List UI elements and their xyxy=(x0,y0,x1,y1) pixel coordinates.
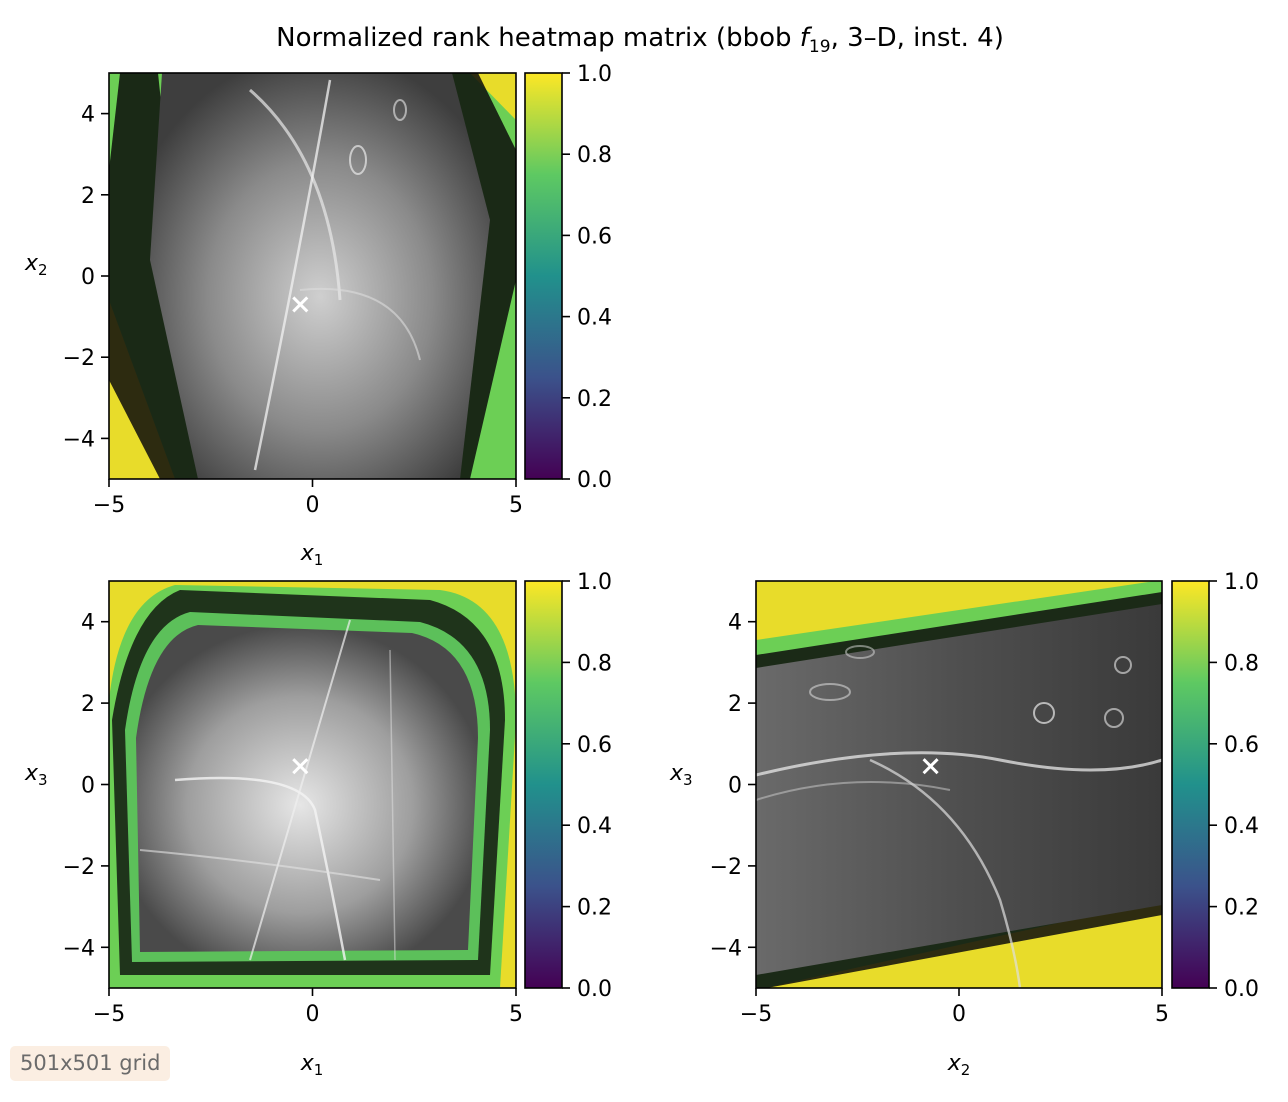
y-tick-label: −4 xyxy=(63,427,95,452)
x-tick-label: 5 xyxy=(509,493,523,518)
y-tick-label: −2 xyxy=(710,855,742,880)
x-tick-label: 0 xyxy=(952,1002,966,1027)
x-tick-label: 5 xyxy=(509,1002,523,1027)
x-tick-label: −5 xyxy=(93,493,125,518)
colorbar-ticks: 0.0 0.2 0.4 0.6 0.8 1.0 xyxy=(562,570,612,1002)
title-pre: Normalized rank heatmap matrix (bbob xyxy=(276,23,800,53)
y-tick-label: −4 xyxy=(710,936,742,961)
x-tick-label: −5 xyxy=(93,1002,125,1027)
panel-x2-x3: −5 0 5 −4 −2 0 2 4 x2 x3 0.0 0.2 0.4 0.6 0.8 1.0 xyxy=(669,570,1259,1079)
x-tick-label: 5 xyxy=(1155,1002,1169,1027)
colorbar xyxy=(524,72,563,480)
x-ticks: −5 0 5 xyxy=(740,988,1169,1027)
title-post: , 3–D, inst. 4) xyxy=(831,23,1004,53)
grid-size-badge: 501x501 grid xyxy=(10,1046,171,1081)
colorbar-tick-label: 0.8 xyxy=(1224,651,1259,676)
colorbar-tick-label: 0.0 xyxy=(577,977,612,1002)
y-tick-label: 4 xyxy=(81,611,95,636)
heatmap-image-x1-x3 xyxy=(109,581,516,988)
colorbar-tick-label: 1.0 xyxy=(1224,570,1259,595)
colorbar-tick-label: 0.2 xyxy=(577,387,612,412)
colorbar-tick-label: 0.2 xyxy=(1224,896,1259,921)
panel-x1-x3: −5 0 5 −4 −2 0 2 4 x1 x3 0.0 0.2 0.4 0.6 0.8 1.0 xyxy=(24,570,612,1079)
y-axis-label: x2 xyxy=(24,251,48,279)
colorbar-ticks: 0.0 0.2 0.4 0.6 0.8 1.0 xyxy=(1209,570,1259,1002)
x-tick-label: 0 xyxy=(306,493,320,518)
heatmap-image-x2-x3 xyxy=(756,581,1162,988)
y-axis-label: x3 xyxy=(669,761,693,789)
colorbar xyxy=(1171,580,1210,989)
y-tick-label: 2 xyxy=(728,692,742,717)
optimum-marker-stroke xyxy=(292,758,309,775)
y-axis-label: x3 xyxy=(24,761,48,789)
heatmap-image-x1-x2 xyxy=(109,73,516,479)
colorbar-tick-label: 0.0 xyxy=(577,468,612,493)
y-tick-label: 0 xyxy=(81,774,95,799)
colorbar-tick-label: 0.6 xyxy=(1224,733,1259,758)
colorbar-tick-label: 0.4 xyxy=(1224,814,1259,839)
y-tick-label: 4 xyxy=(728,611,742,636)
y-tick-label: −2 xyxy=(63,855,95,880)
colorbar-tick-label: 0.6 xyxy=(577,224,612,249)
y-tick-label: 2 xyxy=(81,184,95,209)
y-tick-label: 0 xyxy=(728,774,742,799)
colorbar-ticks: 0.0 0.2 0.4 0.6 0.8 1.0 xyxy=(562,62,612,493)
colorbar-tick-label: 0.4 xyxy=(577,306,612,331)
colorbar-tick-label: 0.8 xyxy=(577,143,612,168)
colorbar-tick-label: 1.0 xyxy=(577,570,612,595)
x-ticks: −5 0 5 xyxy=(93,988,523,1027)
colorbar xyxy=(524,580,563,989)
panel-x1-x2: −5 0 5 −4 −2 0 2 4 x1 x2 0.0 0.2 0.4 0.6 0.8 1.0 xyxy=(24,62,612,569)
y-tick-label: −4 xyxy=(63,936,95,961)
figure-title: Normalized rank heatmap matrix (bbob f19… xyxy=(276,23,1004,57)
optimum-marker xyxy=(922,758,939,775)
title-sub: 19 xyxy=(809,37,831,57)
x-axis-label: x1 xyxy=(300,1051,324,1079)
optimum-marker xyxy=(292,758,309,775)
y-tick-label: 0 xyxy=(81,265,95,290)
colorbar-tick-label: 1.0 xyxy=(577,62,612,87)
colorbar-tick-label: 0.0 xyxy=(1224,977,1259,1002)
y-ticks: −4 −2 0 2 4 xyxy=(63,611,109,961)
y-tick-label: 4 xyxy=(81,103,95,128)
colorbar-tick-label: 0.2 xyxy=(577,896,612,921)
x-axis-label: x1 xyxy=(300,541,324,569)
y-ticks: −4 −2 0 2 4 xyxy=(63,103,109,452)
optimum-marker-stroke xyxy=(922,758,939,775)
y-ticks: −4 −2 0 2 4 xyxy=(710,611,756,961)
colorbar-tick-label: 0.6 xyxy=(577,733,612,758)
x-tick-label: −5 xyxy=(740,1002,772,1027)
colorbar-tick-label: 0.8 xyxy=(577,651,612,676)
y-tick-label: 2 xyxy=(81,692,95,717)
colorbar-tick-label: 0.4 xyxy=(577,814,612,839)
x-ticks: −5 0 5 xyxy=(93,479,523,518)
optimum-marker-stroke xyxy=(292,296,309,313)
optimum-marker xyxy=(292,296,309,313)
x-tick-label: 0 xyxy=(306,1002,320,1027)
x-axis-label: x2 xyxy=(947,1051,971,1079)
y-tick-label: −2 xyxy=(63,346,95,371)
